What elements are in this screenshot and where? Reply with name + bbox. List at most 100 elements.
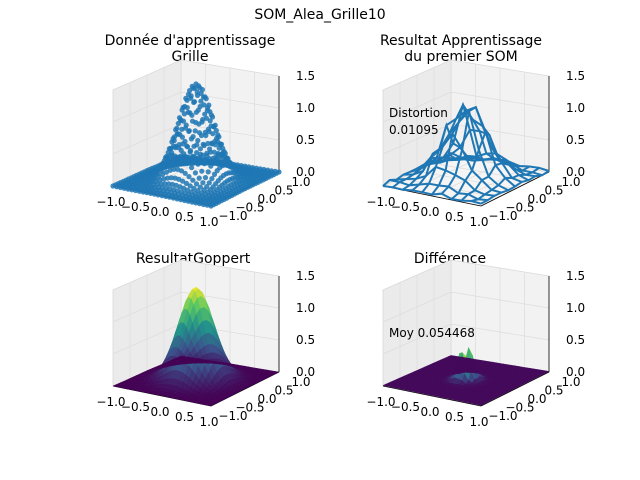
y-tick-label: −0.5 [505,401,534,415]
data-point [187,88,193,94]
y-tick-label: −1.0 [218,209,247,223]
data-point [196,175,202,181]
annotation-text: Distortion [389,106,448,120]
data-point [194,142,200,148]
data-point [214,168,220,174]
data-point [175,131,181,137]
y-tick-label: 0.5 [544,384,563,398]
data-point [202,111,208,117]
wire-line [470,167,540,202]
y-tick-label: −0.5 [235,201,264,215]
data-point [206,180,212,186]
data-point [185,160,191,166]
data-point [203,132,209,139]
y-tick-label: 1.0 [291,375,310,389]
data-point [194,89,200,95]
wire-line [423,102,523,183]
z-tick-label: 0.0 [296,365,315,379]
grid-line [382,91,550,123]
data-point [202,175,209,181]
annotation-text: Moy 0.054468 [389,326,475,340]
y-tick-label: 0.0 [527,192,546,206]
data-point [205,169,211,175]
data-point [190,177,196,183]
data-point [193,81,199,87]
data-point [194,150,200,156]
data-point [213,127,219,134]
y-tick-label: −0.5 [505,201,534,215]
z-tick-label: 0.0 [296,165,315,179]
z-tick-label: 0.5 [296,133,315,147]
panel-1: −1.0−0.5 0.0 0.5 1.0 −1.0−0.50.00.51.00.00.5… [96,59,315,229]
data-point [183,180,189,186]
data-point [187,148,194,154]
z-tick-label: 0.0 [566,165,585,179]
data-point [168,175,174,181]
y-axis-line [480,371,550,407]
data-point [199,119,205,125]
grid-line [382,59,550,91]
y-tick-label: −1.0 [218,409,247,423]
y-tick-label: 0.5 [274,184,293,198]
x-tick-label: −0.5 [391,400,420,414]
x-tick-label: −1.0 [96,195,125,209]
y-tick-label: 0.0 [257,192,276,206]
data-point [201,102,207,108]
data-point [207,146,213,152]
data-point [193,119,199,126]
data-point [169,150,175,156]
data-point [209,176,215,182]
data-point [190,134,196,140]
data-point [164,175,171,181]
x-tick-label: 1.0 [469,215,488,229]
surface-patch [447,355,456,358]
panel-3-title-line-1: ResultatGoppert [135,251,251,267]
grid-line [112,259,280,291]
data-point [199,168,205,174]
panel-1-title-line-1: Donnée d'apprentissage [104,33,276,49]
x-tick-label: 0.5 [175,410,194,424]
x-tick-label: −1.0 [366,395,395,409]
data-point [166,160,172,166]
data-point [180,141,186,147]
data-point [205,140,211,147]
panel-3: −1.0−0.5 0.0 0.5 1.0 −1.0−0.50.00.51.00.00.5… [96,259,315,429]
panel-2-title-line-2: du premier SOM [404,49,518,65]
data-point [187,183,193,189]
x-tick-label: −1.0 [96,395,125,409]
data-point [182,125,189,131]
data-point [195,161,201,167]
x-tick-label: 0.0 [420,205,439,219]
x-tick-label: 0.5 [445,410,464,424]
data-point [208,203,214,209]
data-point [190,85,196,91]
x-tick-label: 0.5 [175,210,194,224]
panel-2-title: Resultat Apprentissage du premier SOM [331,33,591,65]
data-point [171,166,177,172]
x-tick-label: 0.0 [150,405,169,419]
data-point [192,170,198,176]
x-tick-label: −0.5 [121,200,150,214]
panel-2: −1.0−0.5 0.0 0.5 1.0 −1.0−0.50.00.51.00.00.5… [366,59,585,229]
z-tick-label: 1.0 [566,101,585,115]
y-tick-label: 1.0 [291,175,310,189]
grid-line [382,123,550,155]
z-tick-label: 0.0 [566,365,585,379]
data-point [162,164,168,170]
y-tick-label: 1.0 [561,375,580,389]
data-point [182,170,188,176]
x-tick-label: 0.0 [150,205,169,219]
surface [110,81,282,209]
figure-suptitle: SOM_Alea_Grille10 [254,7,386,23]
data-point [184,143,190,149]
data-point [200,94,207,100]
z-tick-label: 1.5 [296,269,315,283]
surface [112,286,280,407]
y-tick-label: 0.0 [527,392,546,406]
data-point [192,128,198,134]
z-tick-label: 1.0 [566,301,585,315]
y-tick-label: 1.0 [561,175,580,189]
grid-line [382,259,550,291]
